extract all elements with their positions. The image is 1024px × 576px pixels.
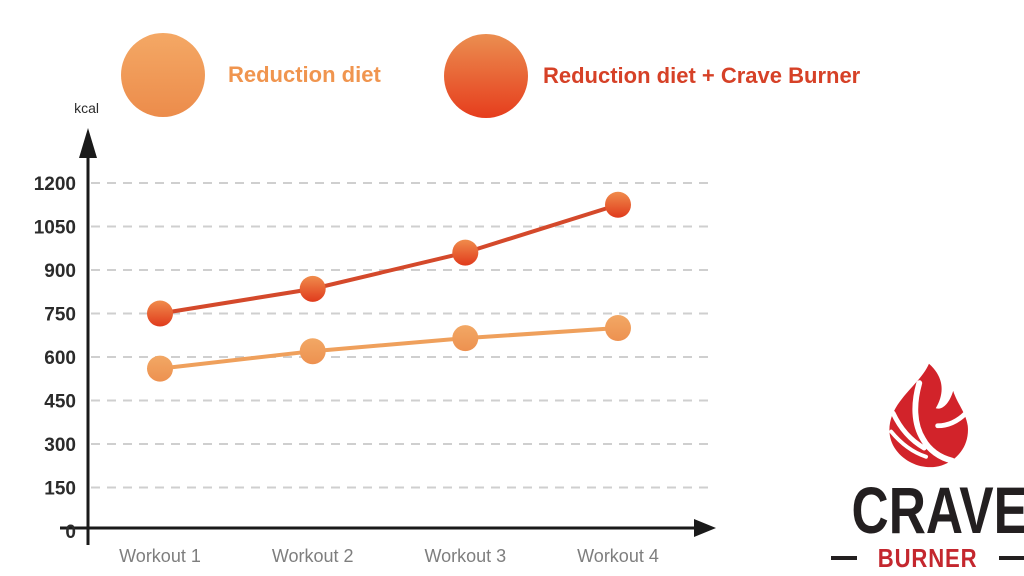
y-tick-label-150: 150 [44,479,76,500]
flame-slit-center [912,380,956,464]
data-point-s1-w4 [605,191,631,218]
logo-dash-left [831,556,858,561]
x-category-label-3: Workout 3 [424,546,506,566]
data-point-s1-w2 [299,275,326,302]
y-tick-label-0: 0 [65,522,76,543]
data-point-s0-w3 [452,325,479,352]
series-line-1 [158,202,620,316]
y-tick-label-450: 450 [44,392,76,413]
y-tick-label-1050: 1050 [34,218,76,239]
x-category-label-2: Workout 2 [272,546,354,566]
legend-item-reduction-diet-crave-burner: Reduction diet + Crave Burner [444,34,860,118]
legend-item-reduction-diet: Reduction diet [121,33,381,117]
y-axis-unit-label: kcal [74,100,99,116]
data-point-s0-w2 [299,338,326,365]
data-point-s1-w3 [452,239,479,266]
flame-slit-left [890,410,927,451]
flame-icon [889,363,969,468]
logo-subtitle: BURNER [878,542,978,573]
legend-label-reduction-diet-crave-burner: Reduction diet + Crave Burner [543,63,861,88]
data-point-s1-w1 [147,300,173,327]
y-axis-arrow [79,128,97,158]
flame-body [889,363,968,468]
data-point-s0-w1 [147,355,173,382]
legend-marker-reduction-diet [121,33,205,117]
logo-dash-right [998,556,1024,561]
series-line-0 [158,326,620,371]
x-category-label-1: Workout 1 [119,546,201,566]
legend-label-reduction-diet: Reduction diet [228,62,381,87]
logo-subtitle-row: BURNER [830,543,1024,574]
x-category-label-4: Workout 4 [577,546,659,566]
flame-slit-left-lower [889,429,928,459]
x-axis-arrow [694,519,716,537]
flame-slit-right [935,410,969,429]
legend-marker-reduction-diet-crave-burner [444,34,528,118]
y-tick-label-1200: 1200 [34,174,76,195]
y-tick-label-750: 750 [44,305,76,326]
y-tick-label-300: 300 [44,435,76,456]
y-tick-label-900: 900 [44,261,76,282]
crave-burner-logo: CRAVE BURNER [830,354,1024,574]
data-point-s0-w4 [605,315,631,341]
y-tick-label-600: 600 [44,348,76,369]
logo-title: CRAVE [851,473,1024,547]
